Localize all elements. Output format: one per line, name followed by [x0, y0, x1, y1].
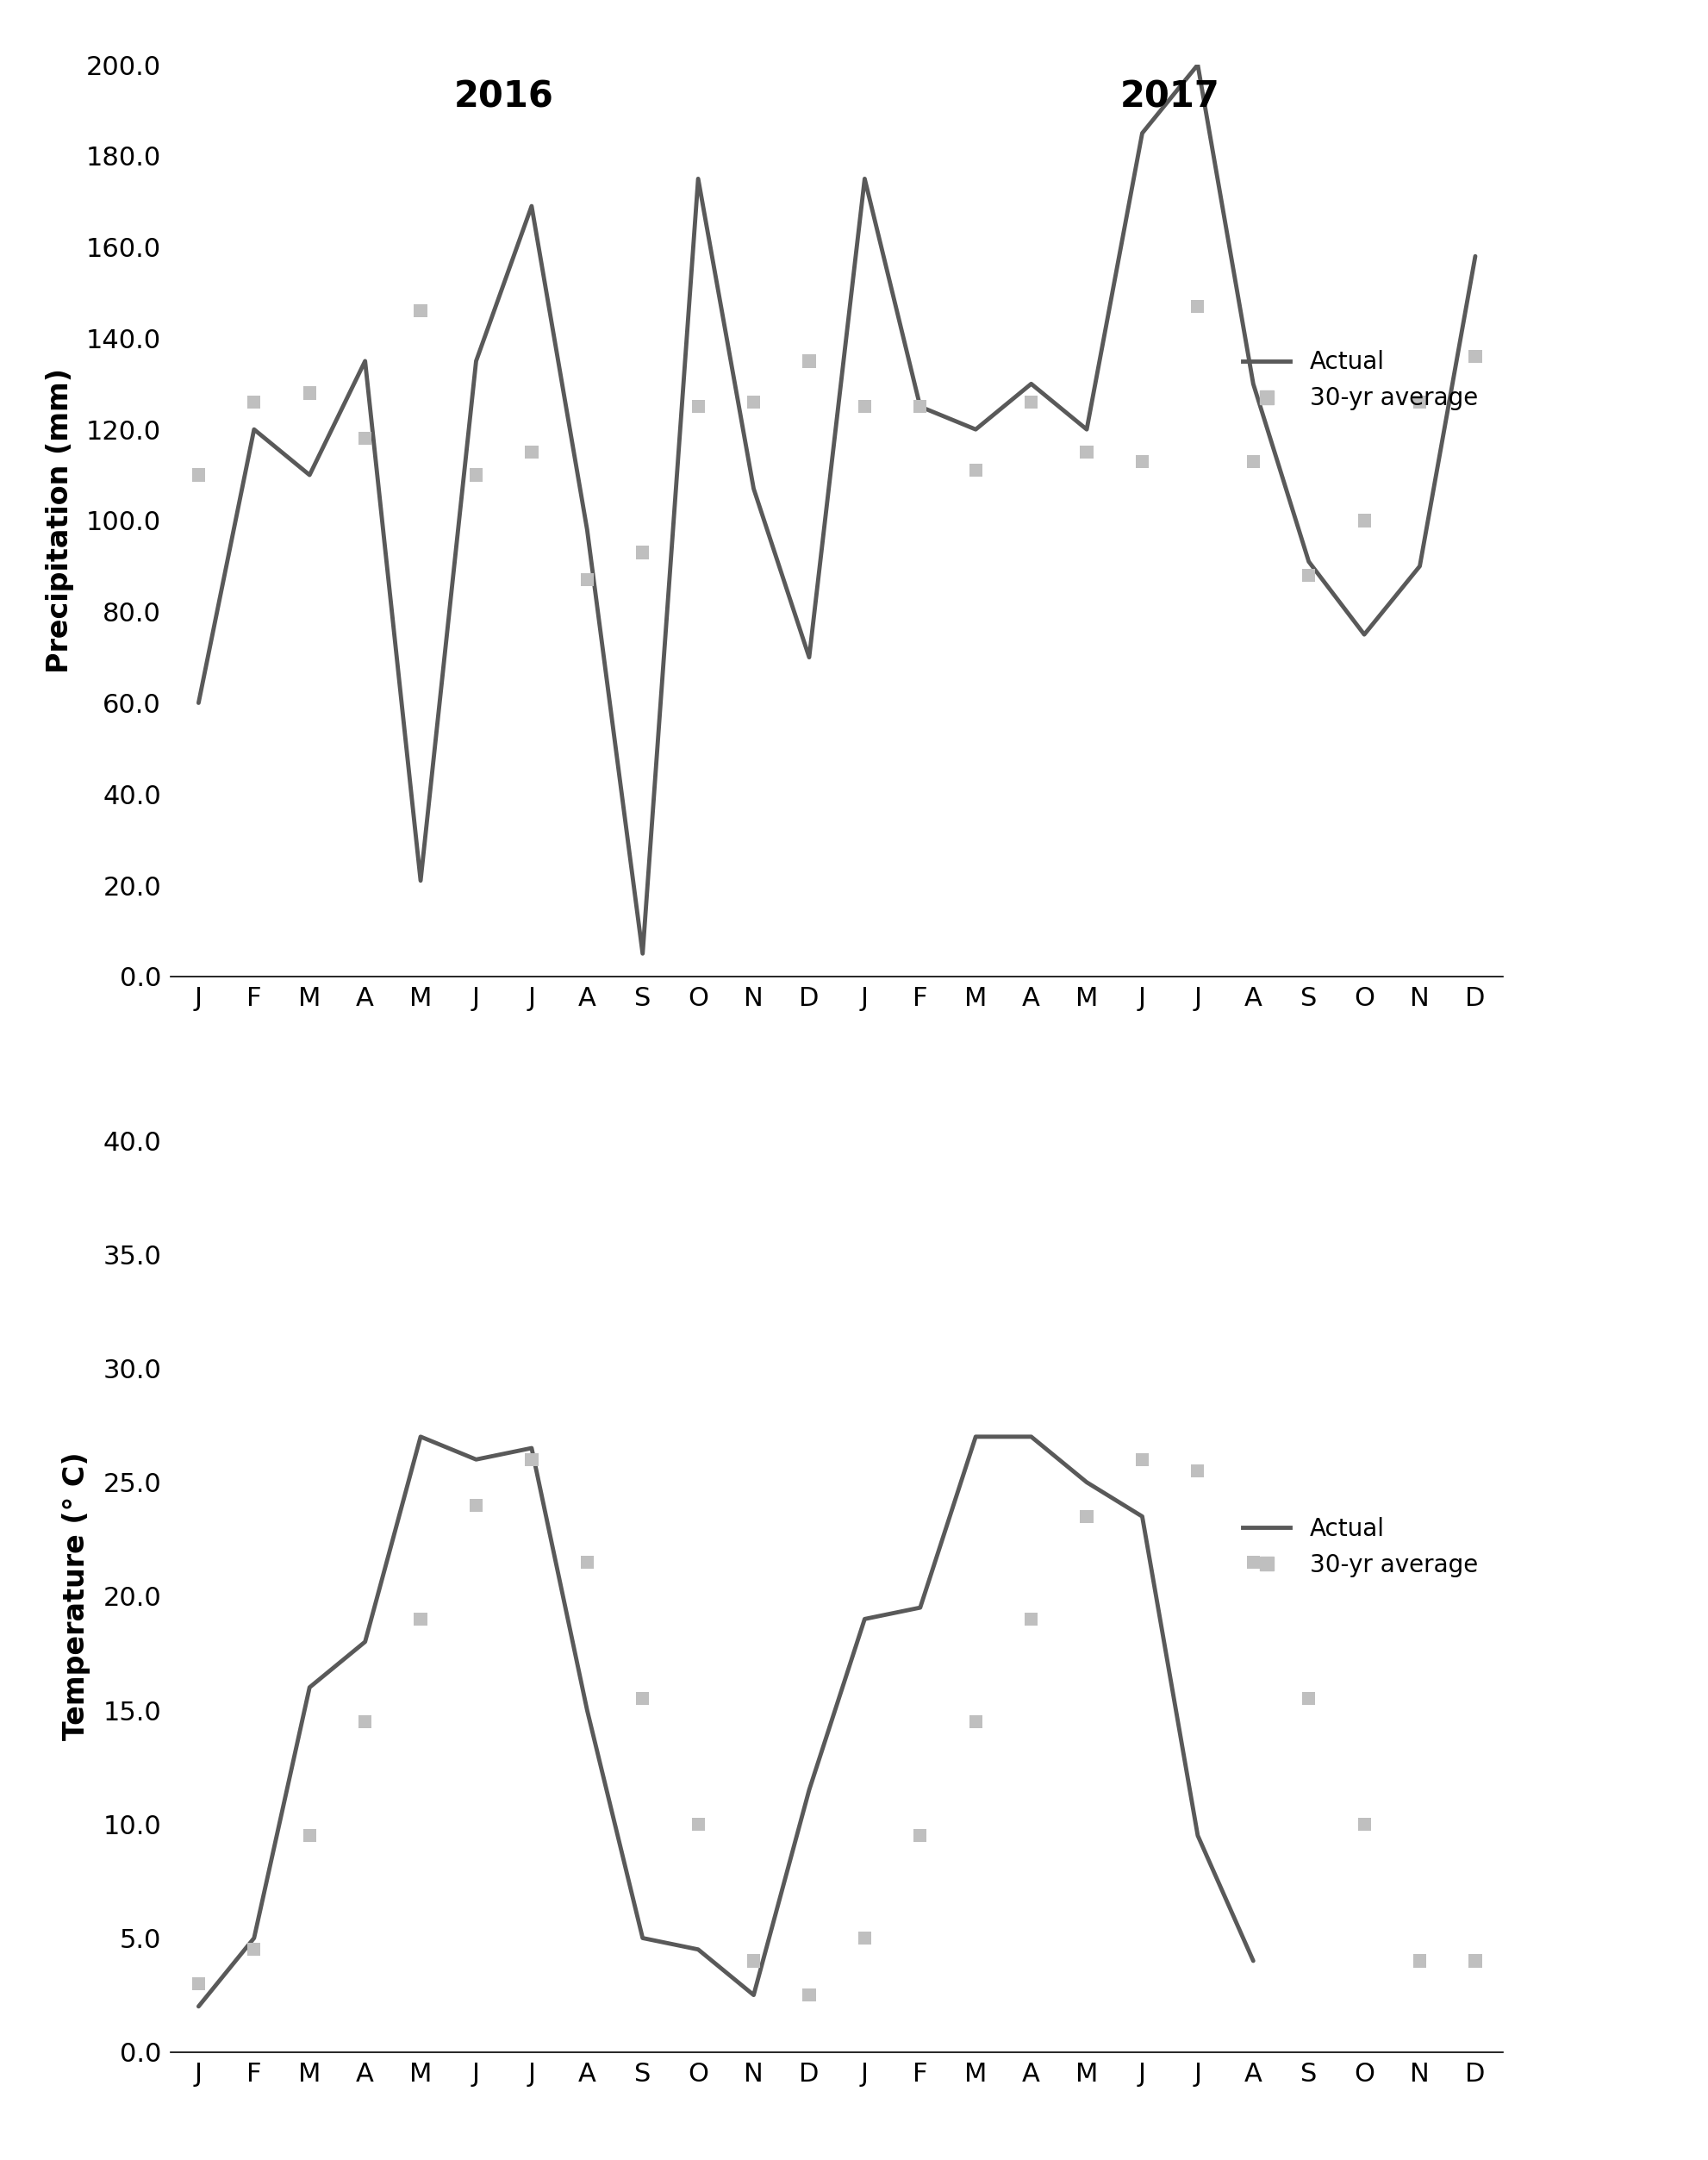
Legend: Actual, 30-yr average: Actual, 30-yr average	[1242, 1516, 1477, 1577]
Point	[796, 343, 823, 378]
Point	[1406, 384, 1433, 419]
Point	[1184, 289, 1211, 324]
Text: 2016: 2016	[454, 78, 553, 114]
Point	[352, 1704, 379, 1739]
Point	[907, 389, 934, 423]
Point	[740, 1944, 767, 1979]
Point	[851, 389, 878, 423]
Point	[1462, 1944, 1489, 1979]
Point	[352, 421, 379, 456]
Point	[1351, 503, 1378, 538]
Point	[1018, 1603, 1045, 1637]
Point	[1018, 384, 1045, 419]
Point	[518, 1443, 545, 1477]
Point	[1295, 1680, 1322, 1715]
Point	[685, 389, 712, 423]
Point	[1462, 339, 1489, 374]
Point	[1184, 1454, 1211, 1488]
Point	[907, 1819, 934, 1853]
Text: 2017: 2017	[1120, 78, 1220, 114]
Point	[962, 454, 989, 488]
Point	[1073, 434, 1100, 469]
Point	[1073, 1499, 1100, 1534]
Point	[1129, 1443, 1156, 1477]
Point	[962, 1704, 989, 1739]
Point	[184, 458, 212, 492]
Point	[463, 458, 490, 492]
Point	[518, 434, 545, 469]
Point	[574, 562, 601, 596]
Point	[1351, 1806, 1378, 1840]
Point	[796, 1979, 823, 2013]
Point	[295, 1819, 323, 1853]
Point	[1295, 557, 1322, 592]
Point	[574, 1544, 601, 1579]
Point	[851, 1920, 878, 1955]
Point	[740, 384, 767, 419]
Point	[1240, 1544, 1267, 1579]
Legend: Actual, 30-yr average: Actual, 30-yr average	[1242, 350, 1477, 410]
Point	[407, 294, 434, 328]
Point	[685, 1806, 712, 1840]
Point	[295, 376, 323, 410]
Point	[184, 1966, 212, 2000]
Point	[629, 1680, 656, 1715]
Y-axis label: Temperature (° C): Temperature (° C)	[61, 1452, 91, 1741]
Point	[629, 536, 656, 570]
Point	[241, 384, 268, 419]
Point	[407, 1603, 434, 1637]
Point	[463, 1488, 490, 1523]
Y-axis label: Precipitation (mm): Precipitation (mm)	[46, 367, 73, 674]
Point	[241, 1933, 268, 1968]
Point	[1129, 445, 1156, 480]
Point	[1240, 445, 1267, 480]
Point	[1406, 1944, 1433, 1979]
